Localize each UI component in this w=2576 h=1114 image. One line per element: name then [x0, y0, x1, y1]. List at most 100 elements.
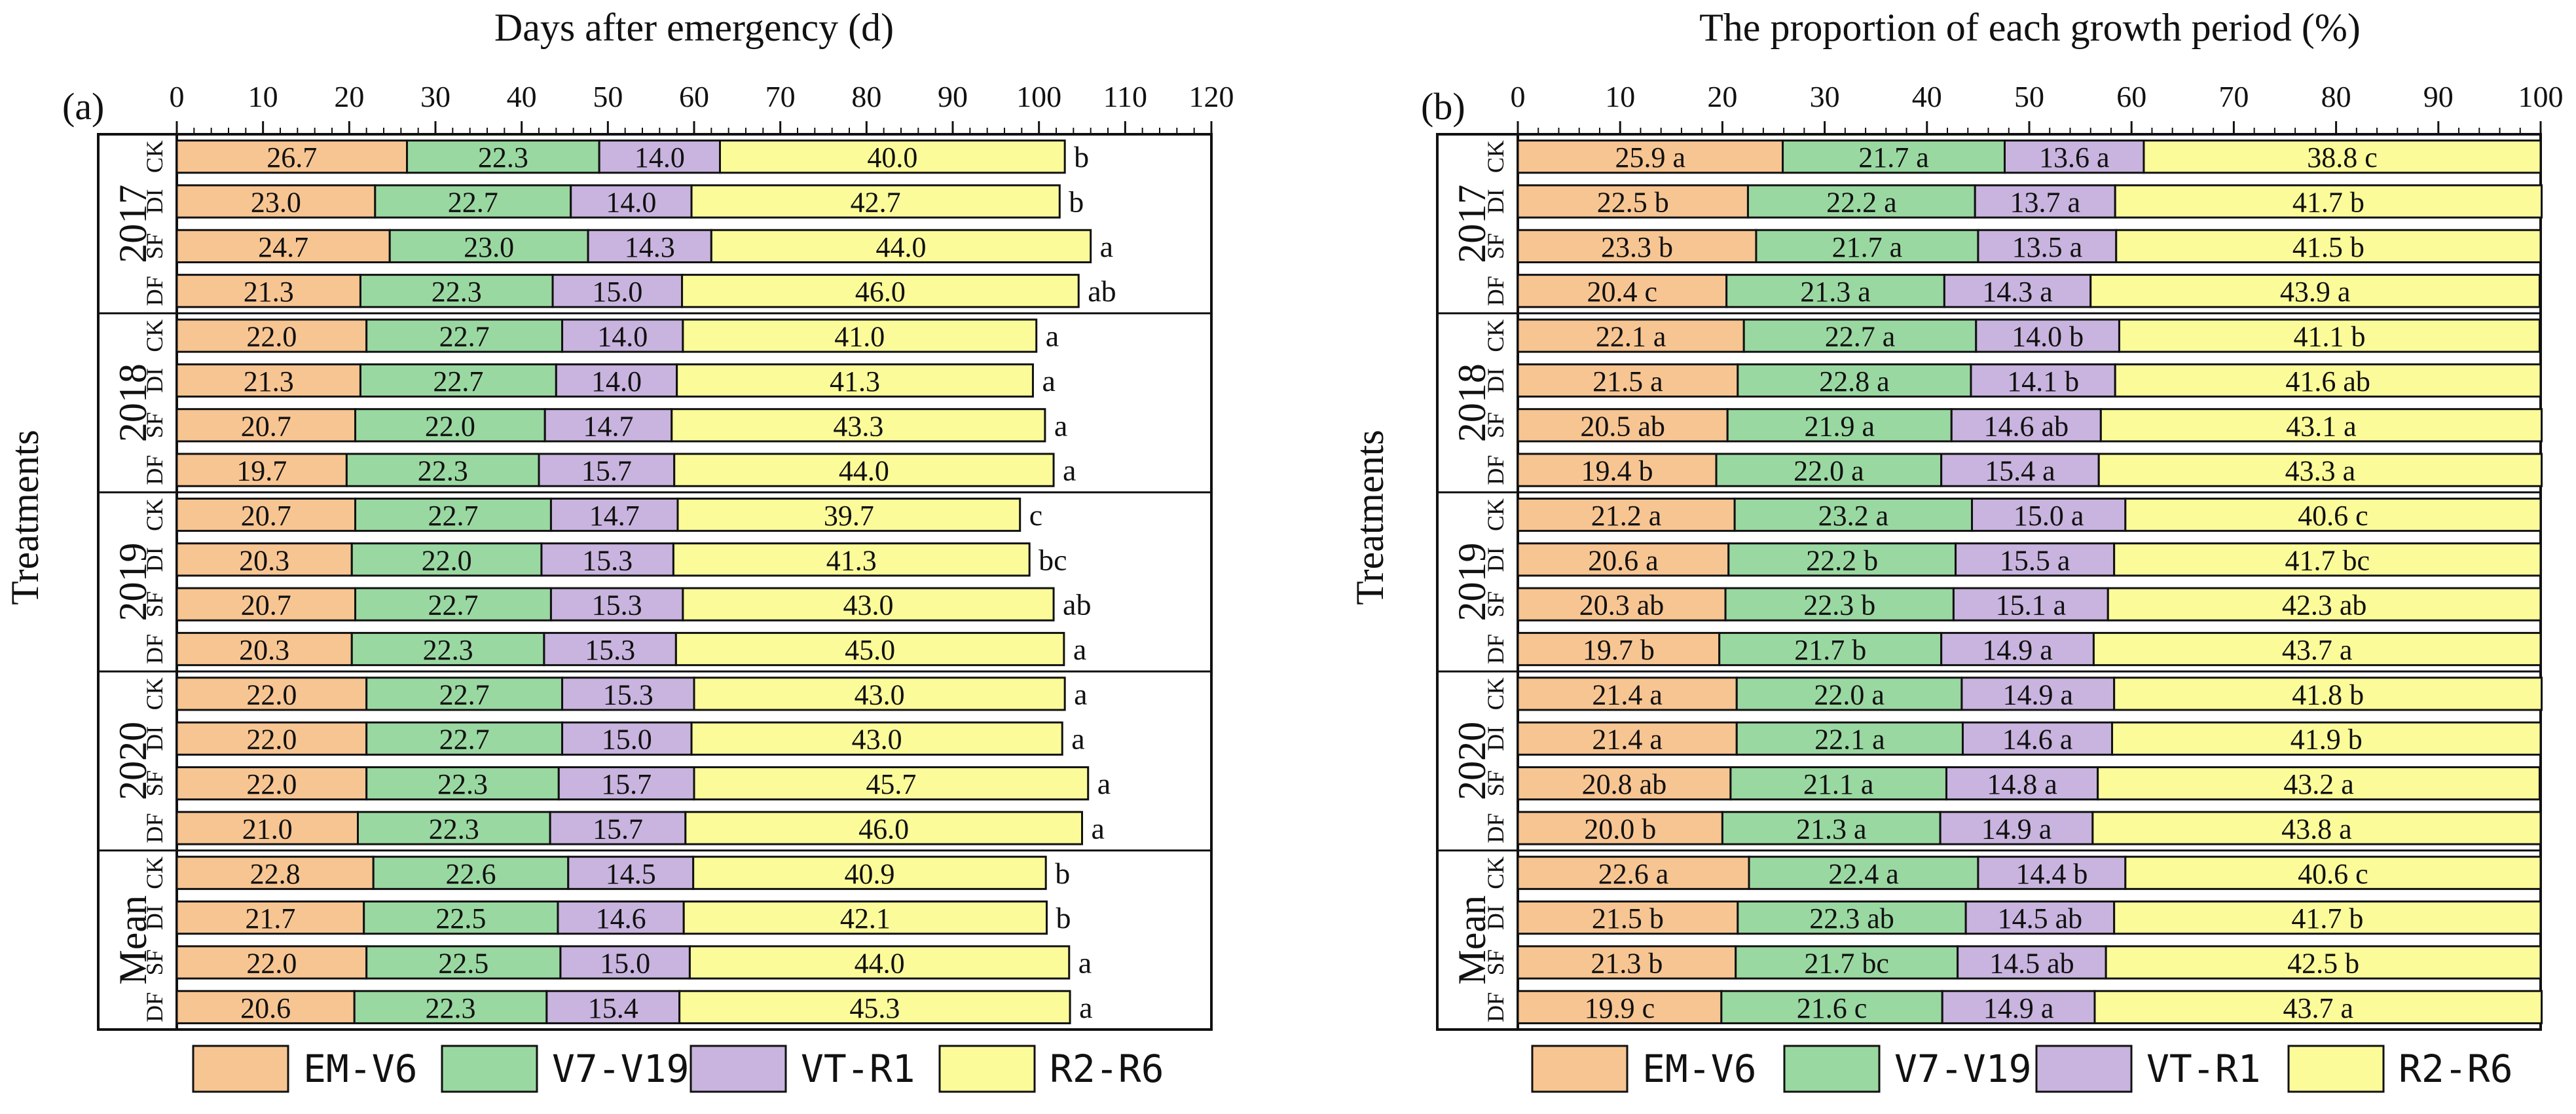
a-bar-segment [681, 274, 1080, 308]
b-bar-segment [2113, 900, 2542, 935]
a-bar-value-label: 42.1 [840, 902, 891, 935]
a-x-tick-label: 20 [334, 80, 364, 113]
b-bar-value-label: 21.7 a [1858, 141, 1929, 174]
a-bar-value-label: 15.7 [601, 768, 652, 800]
b-bar-segment [1971, 497, 2127, 532]
b-bar-segment [1517, 587, 1727, 622]
a-significance-letter: ab [1088, 274, 1116, 308]
a-x-tick-label: 40 [507, 80, 537, 113]
b-bar-value-label: 22.7 a [1825, 321, 1896, 353]
b-bar-segment [1517, 139, 1784, 174]
b-x-tick-label: 90 [2423, 80, 2454, 113]
b-bar-value-label: 22.8 a [1819, 365, 1890, 398]
a-bar-value-label: 43.0 [852, 724, 902, 756]
a-bar-value-label: 22.3 [426, 992, 476, 1024]
b-bar-segment [2124, 855, 2542, 890]
b-bar-value-label: 43.8 a [2281, 813, 2352, 845]
b-treatment-label: CK [1482, 857, 1509, 889]
a-bar-value-label: 40.9 [844, 858, 894, 890]
a-bar-value-label: 22.0 [246, 724, 297, 756]
a-bar-segment [549, 587, 684, 622]
a-significance-letter: a [1074, 677, 1087, 711]
a-treatment-label: DF [141, 634, 168, 664]
a-x-tick-label: 30 [420, 80, 451, 113]
a-bar-segment [673, 453, 1055, 487]
a-bar-value-label: 22.7 [428, 589, 478, 622]
b-bar-value-label: 19.9 c [1585, 992, 1655, 1024]
b-treatment-label: DF [1482, 634, 1509, 664]
a-treatment-label: DF [141, 276, 168, 306]
a-treatment-label: SF [141, 949, 168, 975]
b-bar-segment [2105, 945, 2542, 980]
b-bar-segment [2143, 139, 2542, 174]
b-legend-label: R2-R6 [2399, 1047, 2513, 1091]
b-bar-value-label: 25.9 a [1615, 141, 1686, 174]
b-bar-value-label: 14.4 b [2015, 858, 2088, 890]
a-treatment-label: DI [141, 189, 168, 214]
a-x-tick-label: 100 [1016, 80, 1061, 113]
a-legend-swatch [690, 1045, 787, 1093]
b-bar-value-label: 41.9 b [2291, 724, 2363, 756]
a-bar-value-label: 22.6 [445, 858, 496, 890]
b-bar-value-label: 42.5 b [2287, 947, 2359, 979]
b-bar-value-label: 14.9 a [1983, 992, 2054, 1024]
b-bar-value-label: 14.5 ab [1989, 947, 2074, 979]
a-treatment-label: CK [141, 857, 168, 889]
a-bar-value-label: 14.6 [596, 902, 646, 935]
a-bar-segment [175, 363, 361, 398]
a-bar-segment [674, 631, 1065, 667]
a-bar-value-label: 45.7 [866, 768, 916, 800]
b-legend-swatch [2035, 1045, 2133, 1093]
a-bar-segment [359, 274, 554, 308]
a-treatment-label: DI [141, 547, 168, 572]
b-bar-value-label: 20.5 ab [1580, 410, 1665, 442]
a-bar-value-label: 24.7 [258, 231, 308, 263]
panel-a-y-axis-label: Treatments [3, 430, 46, 605]
a-bar-segment [549, 497, 679, 532]
a-bar-segment [175, 721, 368, 756]
a-bar-segment [345, 453, 540, 487]
a-bar-segment [540, 542, 674, 577]
a-bar-segment [671, 408, 1046, 443]
b-bar-value-label: 41.1 b [2293, 321, 2365, 353]
b-bar-value-label: 14.9 a [1981, 813, 2052, 845]
a-bar-segment [365, 766, 560, 801]
b-bar-value-label: 42.3 ab [2282, 589, 2367, 622]
b-bar-segment [2097, 453, 2543, 487]
b-bar-segment [1517, 274, 1728, 308]
b-treatment-label: DI [1482, 726, 1509, 751]
a-x-tick-label: 70 [765, 80, 796, 113]
b-bar-value-label: 43.7 a [2283, 992, 2353, 1024]
b-bar-value-label: 22.2 b [1806, 544, 1878, 576]
b-bar-segment [1733, 497, 1974, 532]
a-bar-segment [676, 497, 1021, 532]
a-bar-value-label: 22.0 [425, 410, 475, 442]
b-bar-segment [1715, 453, 1943, 487]
a-bar-value-label: 41.3 [830, 365, 880, 398]
b-bar-segment [1735, 945, 1959, 980]
b-bar-value-label: 14.6 a [2002, 724, 2073, 756]
a-significance-letter: b [1069, 185, 1084, 219]
b-treatment-label: SF [1482, 949, 1509, 975]
a-legend-label: V7-V19 [552, 1047, 690, 1091]
a-group-label: Mean [111, 895, 155, 985]
b-bar-value-label: 22.3 ab [1809, 902, 1894, 935]
b-bar-value-label: 20.4 c [1587, 276, 1658, 308]
a-bar-value-label: 20.3 [239, 634, 289, 666]
a-bar-value-label: 43.0 [843, 589, 893, 622]
b-treatment-label: DF [1482, 455, 1509, 485]
b-bar-segment [1950, 408, 2102, 443]
a-bar-value-label: 15.7 [593, 813, 643, 845]
a-bar-value-label: 20.7 [241, 589, 291, 622]
b-bar-value-label: 21.9 a [1804, 410, 1875, 442]
b-bar-value-label: 15.1 a [1996, 589, 2067, 622]
a-legend-label: VT-R1 [801, 1047, 915, 1091]
b-bar-value-label: 22.4 a [1828, 858, 1899, 890]
a-bar-value-label: 22.8 [250, 858, 301, 890]
b-bar-value-label: 21.4 a [1592, 724, 1663, 756]
b-bar-value-label: 15.0 a [2014, 500, 2084, 532]
b-x-tick-label: 70 [2218, 80, 2249, 113]
a-bar-segment [570, 184, 693, 219]
a-significance-letter: b [1055, 857, 1070, 890]
b-legend-swatch [1783, 1045, 1881, 1093]
